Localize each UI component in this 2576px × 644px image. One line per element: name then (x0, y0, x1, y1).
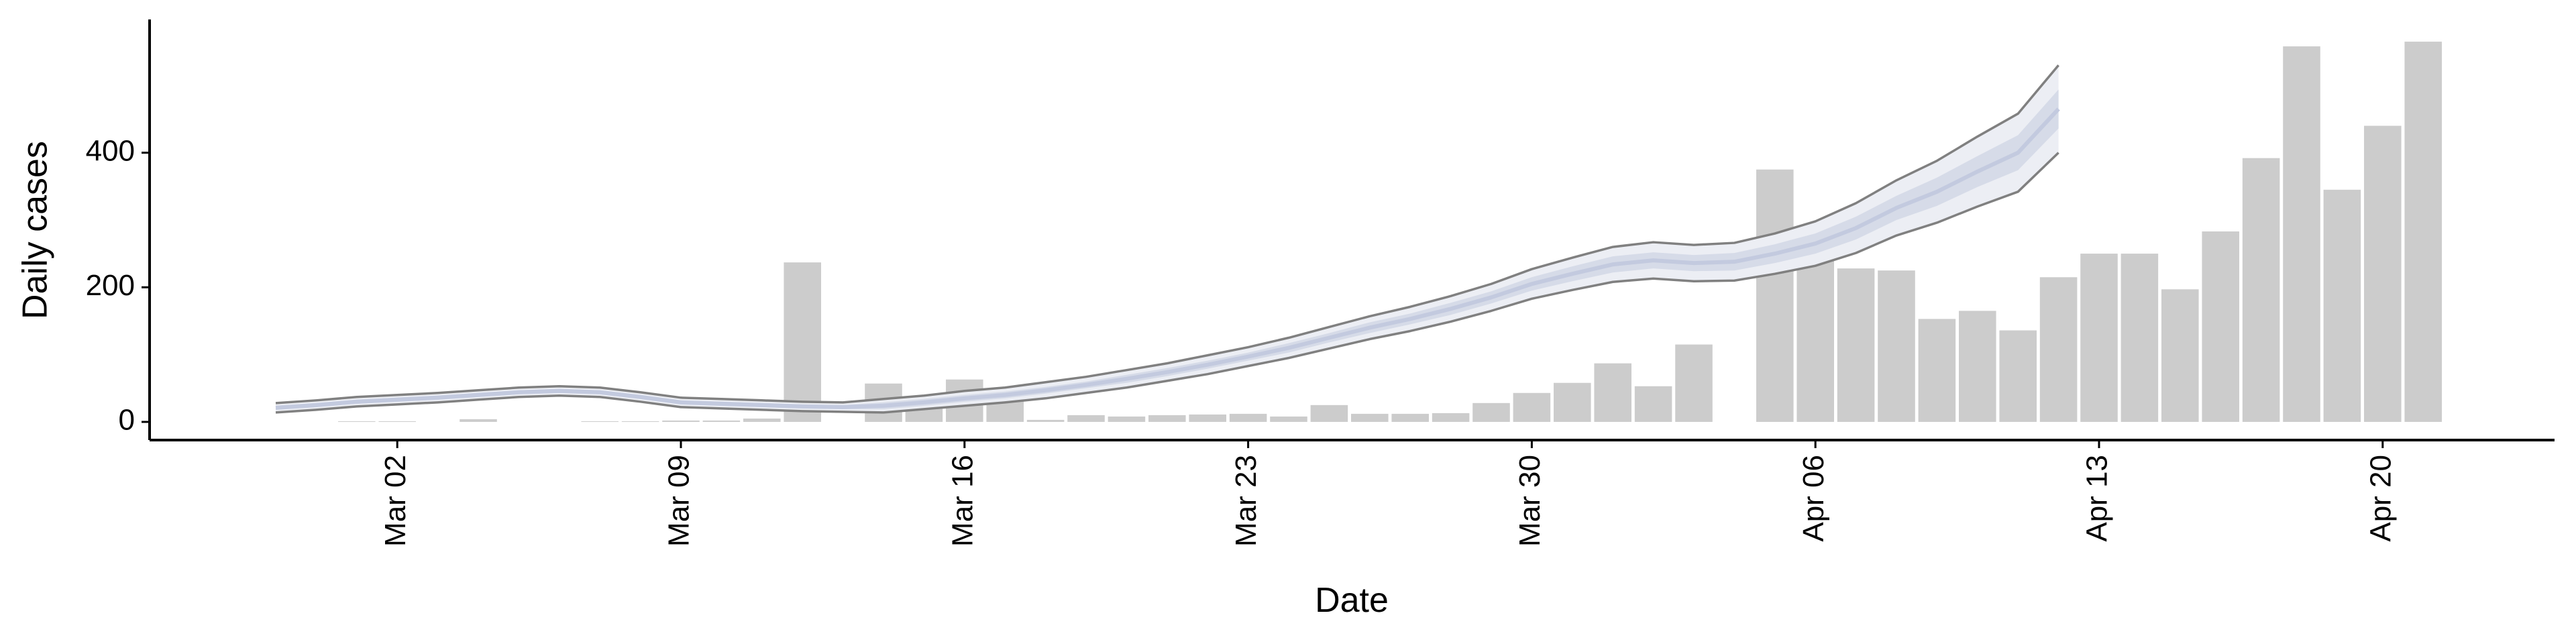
bar (1229, 413, 1267, 422)
bar (1878, 270, 1915, 422)
y-tick-label: 0 (119, 404, 135, 437)
bar (338, 421, 376, 422)
bar (743, 418, 781, 422)
bar (1108, 416, 1146, 422)
bar (2202, 231, 2239, 422)
bar (662, 420, 700, 422)
bar (784, 262, 821, 422)
bar (2323, 189, 2361, 422)
bar (2039, 277, 2078, 422)
x-tick-label: Apr 06 (1797, 455, 1830, 542)
y-tick-label: 400 (86, 134, 135, 167)
x-tick-label: Mar 30 (1513, 455, 1546, 547)
bar (2161, 289, 2199, 422)
bar (378, 421, 416, 422)
bar (1634, 386, 1672, 422)
x-tick-label: Apr 20 (2364, 455, 2397, 542)
upper-line (275, 64, 2059, 405)
y-tick-label: 200 (86, 269, 135, 302)
median-line (275, 107, 2060, 410)
y-axis-title: Daily cases (16, 141, 55, 319)
bar (1959, 311, 1996, 422)
bar (581, 421, 619, 422)
bar (2242, 158, 2280, 422)
bar (1756, 169, 1794, 422)
bar (905, 408, 943, 422)
bar (1067, 415, 1105, 422)
bar (2364, 125, 2402, 422)
bar (1554, 382, 1591, 422)
bar (1999, 330, 2037, 422)
x-tick-label: Mar 23 (1230, 455, 1263, 547)
lower-line (275, 152, 2059, 414)
bar (1918, 319, 1956, 422)
bar (2121, 254, 2159, 422)
bar (2404, 42, 2442, 422)
bar (1310, 405, 1348, 422)
bar (1391, 413, 1429, 422)
x-tick-label: Mar 09 (663, 455, 696, 547)
x-axis-title: Date (1315, 581, 1389, 620)
bar (1513, 392, 1551, 422)
bar (460, 419, 497, 422)
bar (1189, 414, 1226, 422)
bar (1432, 413, 1470, 422)
x-tick-label: Apr 13 (2081, 455, 2114, 542)
bar (2080, 254, 2118, 422)
bar (702, 420, 741, 422)
bar (1148, 415, 1186, 422)
bar (2283, 46, 2320, 422)
x-tick-label: Mar 02 (379, 455, 412, 547)
bar (1351, 413, 1389, 422)
bar (621, 421, 659, 422)
bar (1270, 416, 1307, 422)
bar (1594, 363, 1631, 422)
x-tick-label: Mar 16 (946, 455, 979, 547)
bar (1837, 268, 1875, 422)
bar (1675, 344, 1713, 422)
bar (1472, 402, 1510, 422)
bar (1026, 419, 1065, 422)
